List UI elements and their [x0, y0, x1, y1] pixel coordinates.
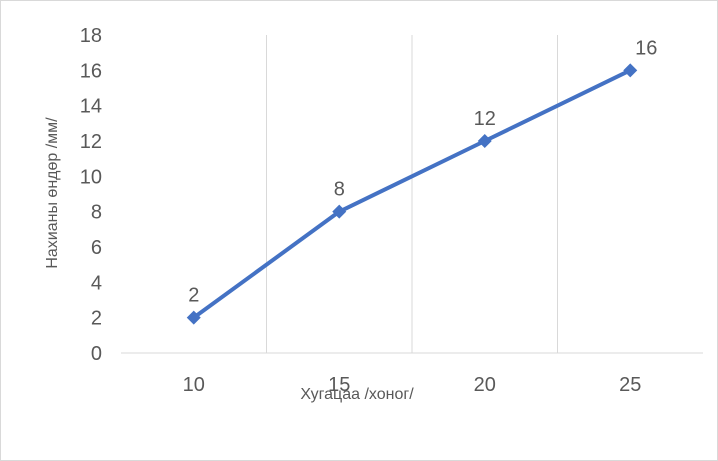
data-label: 16	[635, 37, 657, 59]
y-tick-label: 2	[91, 308, 102, 330]
y-tick-label: 18	[80, 25, 102, 47]
y-tick-label: 8	[91, 202, 102, 224]
x-tick-labels: 10 15 20 25	[183, 374, 642, 396]
y-tick-label: 12	[80, 131, 102, 153]
y-tick-label: 6	[91, 237, 102, 259]
series-group	[186, 63, 638, 325]
x-tick-label: 25	[619, 374, 641, 396]
data-point-marker	[186, 310, 201, 325]
data-point-marker	[332, 204, 347, 219]
x-tick-label: 10	[183, 374, 205, 396]
y-tick-labels: 0 2 4 6 8 10 12 14 16 18	[80, 25, 102, 365]
data-point-marker	[477, 134, 492, 148]
gridlines	[266, 35, 558, 353]
y-tick-label: 4	[91, 272, 102, 294]
y-tick-label: 14	[80, 96, 102, 118]
y-tick-label: 10	[80, 166, 102, 188]
data-label: 8	[334, 179, 345, 201]
x-axis-title: Хугацаа /хоног/	[300, 386, 414, 403]
data-point-marker	[623, 63, 638, 78]
x-tick-label: 15	[328, 374, 350, 396]
x-tick-label: 20	[474, 374, 496, 396]
y-axis-title: Нахианы өндөр /мм/	[44, 117, 61, 269]
data-label: 12	[474, 108, 496, 130]
series-line	[192, 68, 632, 320]
data-label: 2	[188, 285, 199, 307]
y-tick-label: 16	[80, 60, 102, 82]
y-tick-label: 0	[91, 343, 102, 365]
data-labels: 2 8 12 16	[188, 37, 657, 306]
